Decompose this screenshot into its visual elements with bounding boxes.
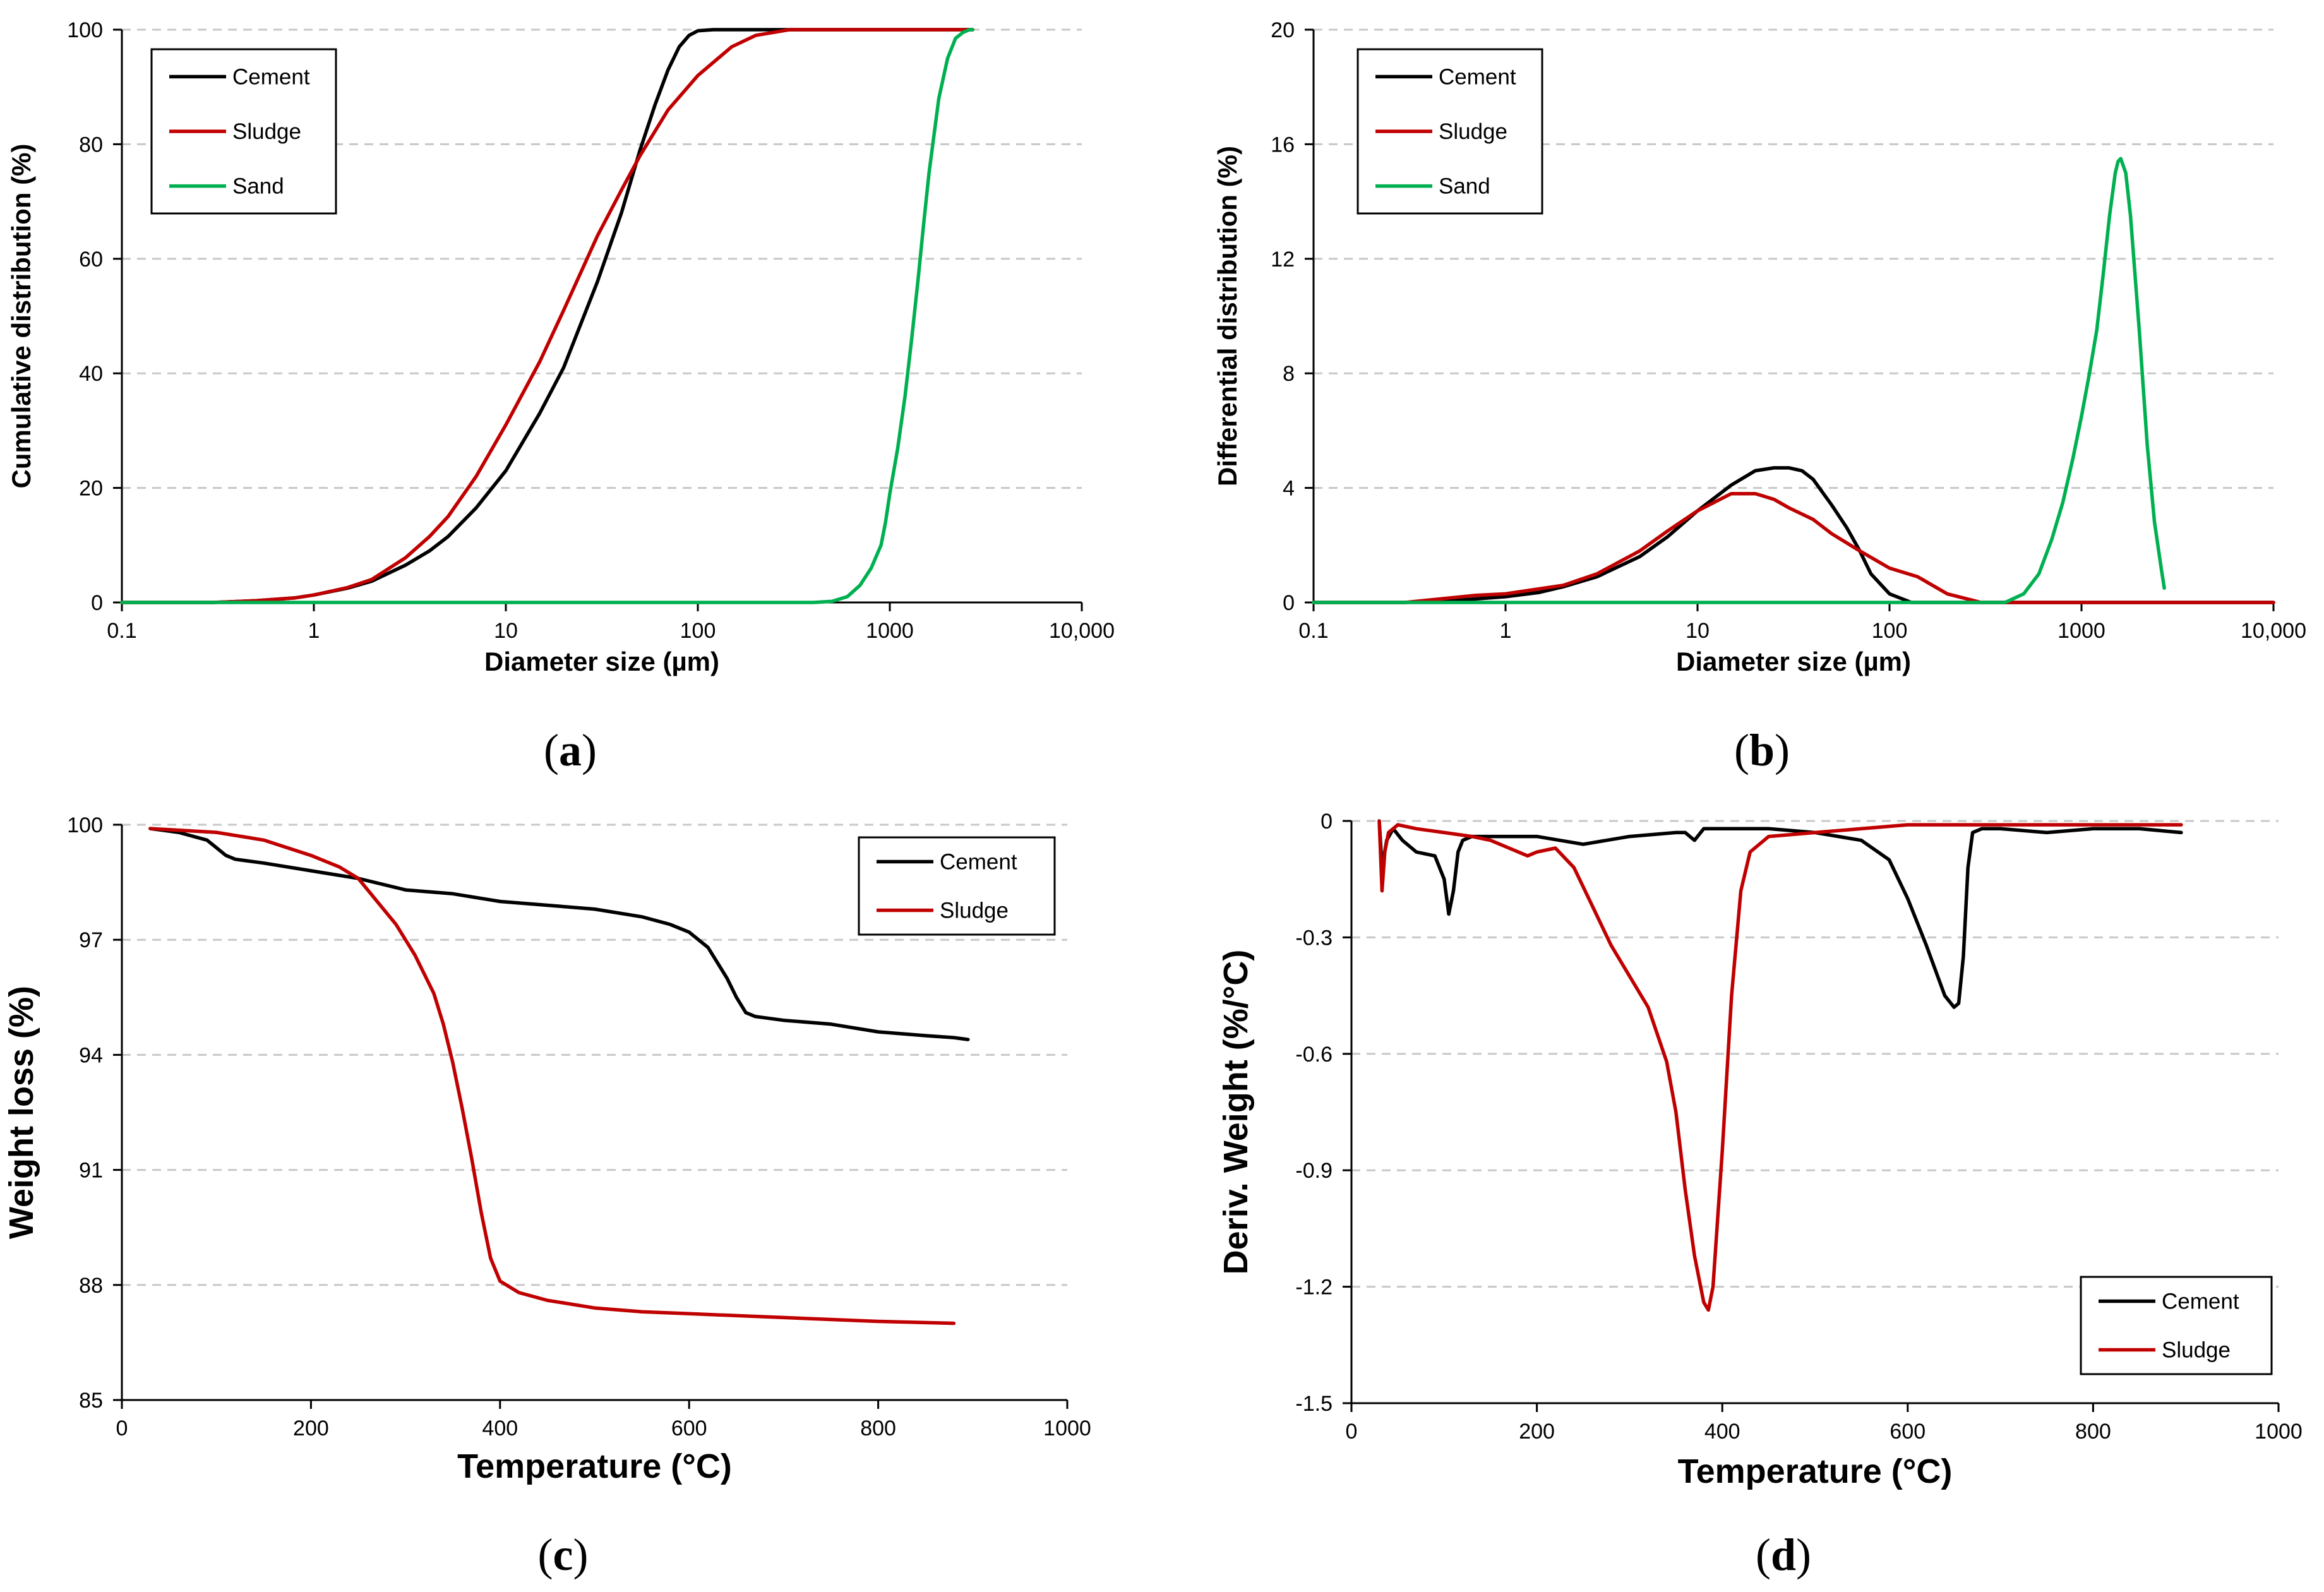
panel-letter-d: d: [1771, 1529, 1796, 1580]
y-tick-label-d-5: 0: [1321, 810, 1333, 834]
legend-label-c-cement: Cement: [940, 850, 1017, 875]
y-tick-label-a-1: 20: [79, 477, 103, 501]
x-tick-label-b-2: 10: [1686, 619, 1710, 643]
x-tick-label-b-1: 1: [1500, 619, 1512, 643]
panel-label-d: (d): [1756, 1529, 1811, 1580]
y-tick-label-c-5: 100: [67, 813, 103, 837]
y-tick-label-d-2: -0.9: [1295, 1159, 1333, 1183]
series-line-a-sand: [120, 28, 974, 604]
series-line-c-cement: [148, 827, 970, 1041]
y-axis-title-a: Cumulative distribution (%): [6, 144, 36, 489]
y-tick-label-a-4: 80: [79, 133, 103, 157]
legend-label-a-sand: Sand: [232, 174, 284, 199]
legend-label-a-sludge: Sludge: [232, 119, 301, 144]
legend-c: Cement Sludge: [858, 836, 1056, 936]
legend-label-d-cement: Cement: [2162, 1290, 2239, 1314]
y-tick-label-c-1: 88: [79, 1274, 103, 1298]
panel-label-a: (a): [544, 725, 597, 775]
x-tick-label-d-3: 600: [1890, 1420, 1926, 1444]
x-tick-label-b-5: 10,000: [2241, 619, 2306, 643]
x-tick-label-c-3: 600: [671, 1416, 707, 1440]
series-line-b-sludge: [1312, 491, 2275, 604]
x-tick-label-a-4: 1000: [866, 619, 914, 643]
y-tick-label-d-1: -1.2: [1295, 1276, 1333, 1300]
chart-panel-b: 0 4 8 12 16 20 0.1 1 10 100 1000 10,000 Diameter siz…: [1213, 18, 2306, 775]
panel-letter-b: b: [1749, 725, 1775, 775]
series-line-a-sludge: [120, 28, 974, 604]
series-line-d-sludge: [1377, 819, 2183, 1312]
chart-panel-a: 0 20 40 60 80 100 0.1 1 10 100 1000 10,000 Diameter …: [6, 18, 1115, 775]
y-tick-label-d-3: -0.6: [1295, 1043, 1333, 1067]
y-tick-label-b-0: 0: [1283, 591, 1295, 615]
x-tick-label-a-1: 1: [308, 619, 320, 643]
x-axis-title-d: Temperature (°C): [1678, 1452, 1953, 1490]
y-tick-label-c-0: 85: [79, 1389, 103, 1413]
panel-label-b: (b): [1734, 725, 1790, 775]
legend-label-d-sludge: Sludge: [2162, 1338, 2231, 1363]
y-tick-label-d-0: -1.5: [1295, 1392, 1333, 1416]
series-line-c-sludge: [148, 827, 956, 1326]
x-tick-label-a-5: 10,000: [1049, 619, 1115, 643]
y-tick-label-a-3: 60: [79, 248, 103, 272]
y-tick-label-b-2: 8: [1283, 362, 1295, 386]
chart-panel-d: -1.5 -1.2 -0.9 -0.6 -0.3 0 0 200 400 600 800 1000 Te…: [1217, 810, 2303, 1580]
y-tick-label-c-4: 97: [79, 928, 103, 952]
series-line-b-sand: [1312, 157, 2166, 604]
legend-label-b-sand: Sand: [1439, 174, 1490, 199]
y-tick-label-b-3: 12: [1271, 248, 1295, 272]
legend-box-c: [858, 836, 1056, 936]
y-tick-label-b-5: 20: [1271, 18, 1295, 42]
x-tick-label-a-0: 0.1: [107, 619, 136, 643]
y-axis-title-d: Deriv. Weight (%/°C): [1217, 950, 1255, 1275]
x-tick-label-d-5: 1000: [2255, 1420, 2303, 1444]
panel-letter-c: c: [553, 1529, 573, 1580]
y-tick-label-a-0: 0: [91, 591, 103, 615]
legend-label-a-cement: Cement: [232, 64, 310, 89]
y-tick-label-b-4: 16: [1271, 133, 1295, 157]
panel-label-c: (c): [538, 1529, 589, 1580]
y-tick-label-a-2: 40: [79, 362, 103, 386]
legend-label-b-sludge: Sludge: [1439, 119, 1507, 144]
x-tick-label-d-1: 200: [1519, 1420, 1555, 1444]
x-axis-title-a: Diameter size (µm): [484, 647, 719, 676]
y-axis-title-c: Weight loss (%): [3, 986, 40, 1239]
x-axis-title-b: Diameter size (µm): [1676, 647, 1911, 676]
x-axis-title-c: Temperature (°C): [457, 1447, 732, 1485]
y-tick-label-c-2: 91: [79, 1159, 103, 1183]
x-tick-label-a-2: 10: [494, 619, 518, 643]
x-tick-label-c-5: 1000: [1043, 1416, 1091, 1440]
legend-a: Cement Sludge Sand: [150, 48, 337, 215]
x-tick-label-b-0: 0.1: [1298, 619, 1328, 643]
x-tick-label-c-0: 0: [116, 1416, 128, 1440]
legend-box-d: [2080, 1276, 2273, 1375]
legend-b: Cement Sludge Sand: [1357, 48, 1543, 215]
x-tick-label-c-4: 800: [860, 1416, 896, 1440]
panel-letter-a: a: [559, 725, 582, 775]
y-tick-label-b-1: 4: [1283, 477, 1295, 501]
x-tick-label-c-2: 400: [482, 1416, 518, 1440]
y-axis-title-b: Differential distribution (%): [1213, 146, 1242, 486]
x-tick-label-c-1: 200: [293, 1416, 329, 1440]
legend-d: Cement Sludge: [2080, 1276, 2273, 1375]
legend-label-b-cement: Cement: [1439, 64, 1516, 89]
x-tick-label-d-0: 0: [1346, 1420, 1358, 1444]
x-tick-label-b-4: 1000: [2057, 619, 2105, 643]
y-tick-label-c-3: 94: [79, 1043, 103, 1067]
series-line-d-cement: [1377, 819, 2183, 1009]
x-tick-label-a-3: 100: [680, 619, 716, 643]
y-tick-label-d-4: -0.3: [1295, 926, 1333, 950]
series-line-b-cement: [1312, 466, 2275, 604]
legend-label-c-sludge: Sludge: [940, 899, 1009, 923]
x-tick-label-d-2: 400: [1704, 1420, 1740, 1444]
y-tick-label-a-5: 100: [67, 18, 103, 42]
x-tick-label-b-3: 100: [1872, 619, 1908, 643]
x-tick-label-d-4: 800: [2075, 1420, 2111, 1444]
